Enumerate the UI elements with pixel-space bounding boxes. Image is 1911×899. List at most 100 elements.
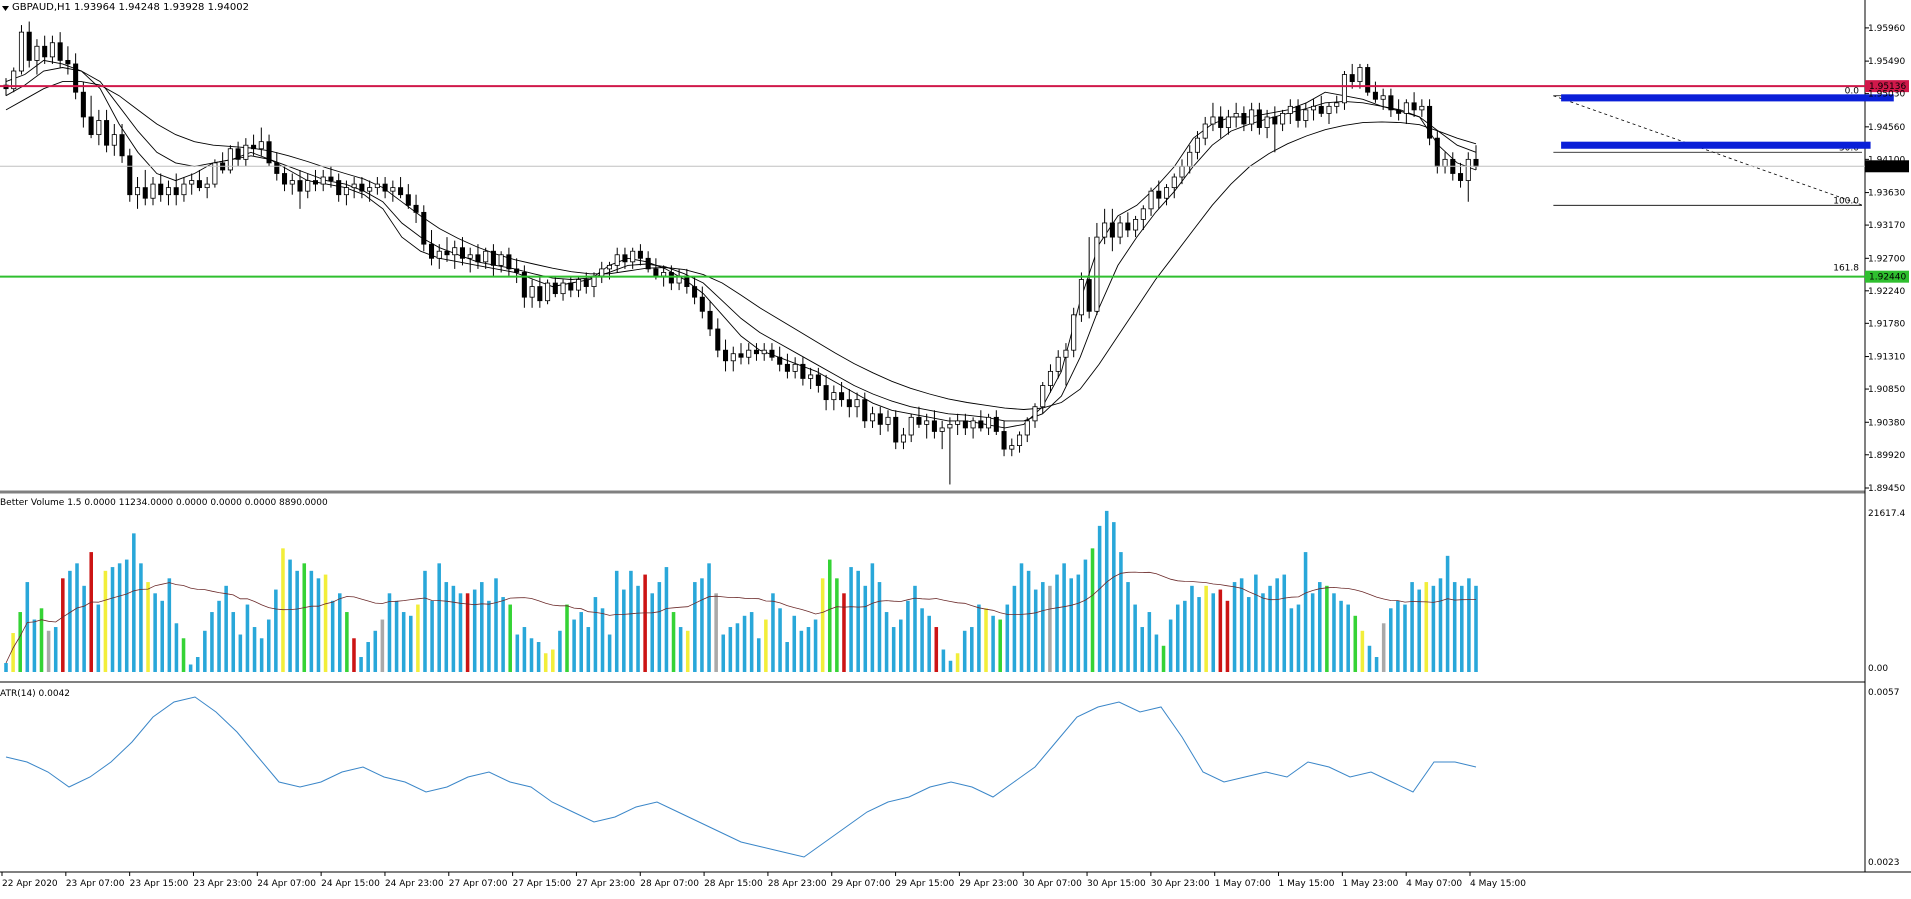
- volume-bar: [124, 559, 129, 672]
- candle-body: [328, 176, 334, 181]
- zone-rectangle[interactable]: [1561, 94, 1894, 102]
- candle-body: [630, 250, 636, 263]
- candle-body: [970, 420, 976, 429]
- volume-bar: [458, 593, 463, 672]
- volume-bar: [849, 567, 853, 672]
- volume-bar: [1161, 645, 1166, 672]
- candle-body: [1249, 109, 1255, 125]
- volume-bar: [1282, 574, 1287, 672]
- volume-bar: [444, 582, 449, 672]
- candle-body: [1117, 222, 1123, 238]
- volume-bar: [132, 533, 136, 672]
- volume-bar: [636, 585, 640, 672]
- volume-bar: [899, 619, 903, 672]
- dropdown-arrow-icon[interactable]: [2, 6, 9, 11]
- candle-body: [1148, 190, 1154, 210]
- candle-body: [444, 250, 450, 256]
- fib-anchor-line[interactable]: [1553, 95, 1863, 206]
- volume-bar: [302, 563, 307, 672]
- candle-body: [1047, 370, 1054, 386]
- volume-bar: [1133, 604, 1137, 672]
- candle-body: [498, 254, 504, 266]
- candle-body: [1078, 279, 1084, 316]
- volume-bar: [984, 608, 988, 672]
- volume-bar: [245, 604, 250, 672]
- price-level-tag: [1865, 270, 1909, 283]
- volume-axis-label: 21617.4: [1868, 509, 1905, 519]
- candle-body: [668, 272, 674, 284]
- candle-body: [1055, 356, 1061, 372]
- candle-body: [606, 264, 613, 270]
- volume-bar: [1410, 582, 1414, 672]
- candle-body: [877, 413, 883, 425]
- volume-bar: [820, 578, 825, 672]
- candle-body: [947, 423, 953, 429]
- volume-bar: [281, 548, 285, 672]
- zone-rectangle[interactable]: [1561, 141, 1871, 149]
- volume-bar: [1041, 582, 1045, 672]
- time-axis: 22 Apr 2020 23 Apr 07:00 23 Apr 15:00 23 Ap…: [1, 872, 1526, 889]
- volume-bar: [1033, 589, 1038, 672]
- volume-bar: [1097, 525, 1102, 672]
- volume-bar: [25, 582, 30, 672]
- candle-body: [351, 183, 357, 189]
- price-tick-label: 1.95960: [1868, 24, 1905, 34]
- volume-bar: [593, 597, 598, 672]
- time-tick-label: 1 May 07:00: [1215, 879, 1271, 889]
- candle-body: [1334, 102, 1340, 107]
- candle-body: [421, 211, 427, 245]
- volume-bar: [480, 582, 484, 672]
- volume-bar: [345, 612, 349, 672]
- candle-body: [1225, 116, 1231, 128]
- volume-bar: [1396, 600, 1400, 672]
- candle-body: [49, 42, 55, 58]
- volume-bar: [401, 612, 406, 672]
- candle-body: [552, 282, 558, 295]
- volume-bar: [863, 585, 868, 672]
- volume-bar: [700, 578, 704, 672]
- supply-demand-zones[interactable]: [1561, 94, 1894, 149]
- volume-bar: [352, 638, 356, 672]
- candle-body: [1264, 116, 1270, 128]
- candle-body: [1202, 123, 1208, 139]
- candle-body: [18, 31, 25, 72]
- candle-body: [134, 187, 141, 196]
- price-tick-label: 1.92700: [1868, 254, 1905, 264]
- volume-bar: [842, 593, 846, 672]
- volume-bar: [572, 619, 576, 672]
- volume-bar: [309, 570, 314, 672]
- candle-body: [1256, 109, 1262, 128]
- candle-body: [490, 250, 496, 266]
- candle-body: [846, 399, 852, 408]
- volume-bar: [714, 593, 718, 672]
- volume-bar: [359, 657, 363, 672]
- candle-body: [839, 392, 845, 401]
- candle-body: [939, 427, 945, 432]
- volume-bar: [707, 563, 711, 672]
- time-tick-label: 28 Apr 23:00: [768, 879, 827, 889]
- volume-bar: [153, 593, 157, 672]
- candle-body: [1442, 158, 1448, 167]
- volume-bar: [536, 642, 541, 672]
- candle-body: [869, 413, 876, 422]
- volume-bar: [1005, 604, 1010, 672]
- horizontal-levels[interactable]: 1.95136 1.92440 1.94002: [0, 80, 1909, 283]
- candle-body: [1310, 105, 1317, 111]
- volume-bar: [252, 627, 257, 672]
- candle-body: [862, 399, 868, 422]
- volume-bar: [437, 563, 441, 672]
- volume-bar: [600, 608, 605, 672]
- volume-bar: [955, 653, 960, 672]
- volume-bar: [494, 578, 498, 672]
- price-level-tag-label: 1.95136: [1869, 82, 1906, 92]
- candle-body: [784, 363, 790, 372]
- volume-bar: [607, 634, 612, 672]
- volume-bar: [1083, 559, 1088, 672]
- volume-bar: [756, 638, 761, 672]
- volume-bar: [217, 600, 221, 672]
- candle-body: [761, 349, 767, 355]
- candle-body: [181, 183, 187, 196]
